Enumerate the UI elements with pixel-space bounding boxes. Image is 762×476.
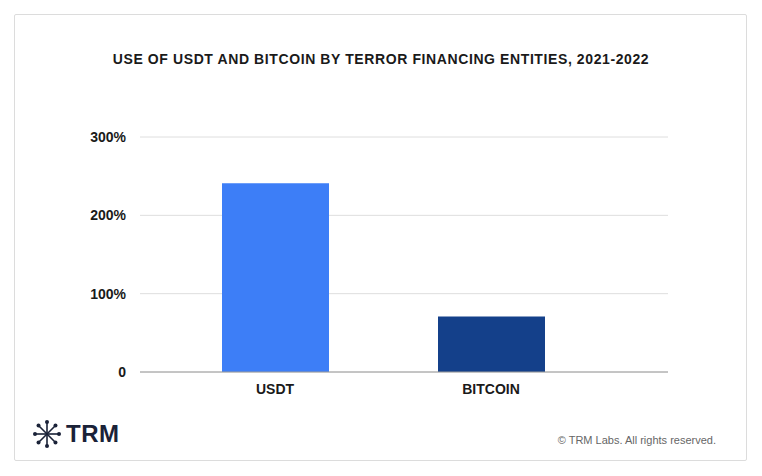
html-text:© TRM Labs. All rights reserve: © TRM Labs. All rights reserved. [557,434,716,446]
html-text:TRM: TRM [66,420,120,447]
svg-text:BITCOIN: BITCOIN [462,381,520,397]
svg-text:USDT: USDT [256,381,295,397]
html-text:USE OF USDT AND BITCOIN BY TER: USE OF USDT AND BITCOIN BY TERROR FINANC… [112,51,650,67]
svg-text:100%: 100% [90,286,126,302]
svg-text:0: 0 [118,364,126,380]
svg-text:200%: 200% [90,207,126,223]
svg-text:300%: 300% [90,129,126,145]
